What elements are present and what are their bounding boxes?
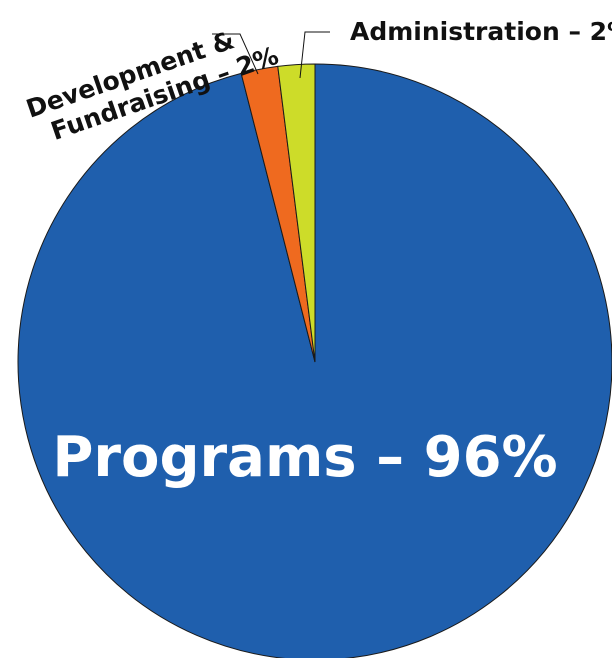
slice-label-administration: Administration – 2% (350, 17, 612, 46)
pie-slices (17, 63, 612, 658)
leader-line-development (212, 33, 259, 75)
leader-line-administration (299, 31, 330, 79)
slice-label-programs: Programs – 96% (52, 425, 557, 490)
slice-administration (277, 63, 316, 363)
